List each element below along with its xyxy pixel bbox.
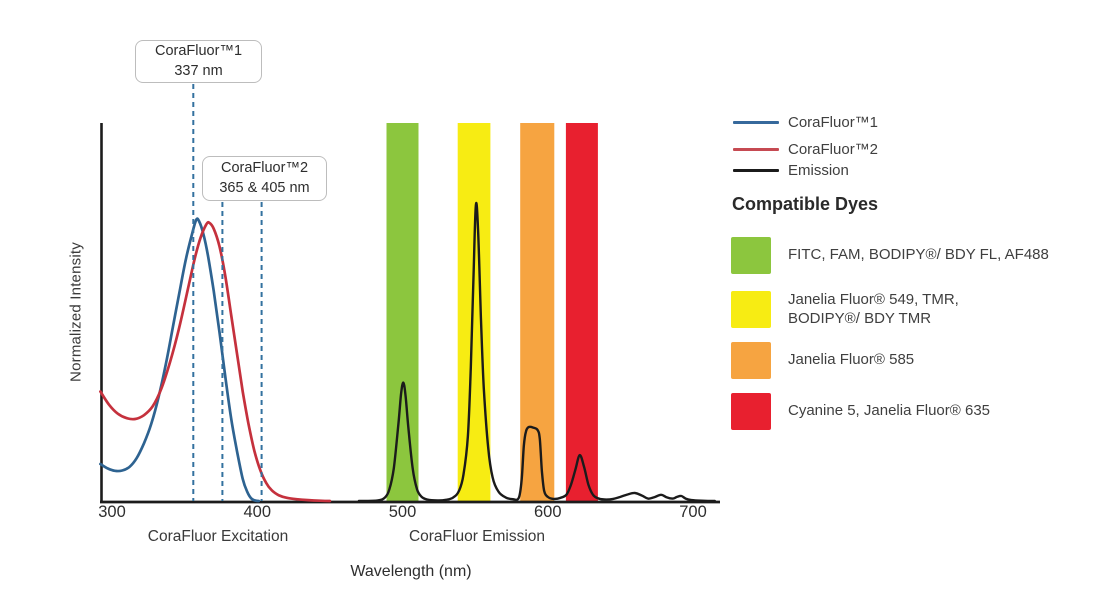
dye-row-yellow: Janelia Fluor® 549, TMR, BODIPY®/ BDY TM… bbox=[731, 291, 959, 328]
x-axis-label: Wavelength (nm) bbox=[350, 563, 472, 580]
dye-swatch-green bbox=[731, 237, 771, 274]
dye-label-line1: Janelia Fluor® 549, TMR, bbox=[788, 291, 959, 309]
legend-line-sample-black bbox=[733, 168, 779, 172]
dye-swatch-yellow bbox=[731, 291, 771, 328]
x-tick-700: 700 bbox=[679, 503, 707, 521]
emission-band-3 bbox=[565, 123, 598, 501]
y-axis-label: Normalized Intensity bbox=[67, 242, 85, 382]
dye-label: Cyanine 5, Janelia Fluor® 635 bbox=[788, 402, 991, 420]
x-tick-400: 400 bbox=[243, 503, 272, 521]
callout-value: 365 & 405 nm bbox=[219, 179, 310, 196]
legend-label: CoraFluor™2 bbox=[788, 140, 879, 158]
legend-line-sample-red bbox=[733, 147, 779, 151]
legend-item-emission: Emission bbox=[733, 161, 849, 179]
callout-value: 337 nm bbox=[174, 62, 223, 79]
callout-corafluor1-337nm: CoraFluor™1 337 nm bbox=[135, 40, 262, 83]
dye-label: Janelia Fluor® 549, TMR, BODIPY®/ BDY TM… bbox=[788, 291, 959, 328]
callout-title: CoraFluor™2 bbox=[220, 160, 309, 177]
callout-corafluor2-365-405nm: CoraFluor™2 365 & 405 nm bbox=[202, 156, 327, 201]
x-tick-600: 600 bbox=[533, 503, 562, 521]
dye-label: Janelia Fluor® 585 bbox=[788, 351, 915, 369]
x-region-label-excitation: CoraFluor Excitation bbox=[147, 528, 289, 545]
legend-label: CoraFluor™1 bbox=[788, 113, 879, 131]
dye-row-green: FITC, FAM, BODIPY®/ BDY FL, AF488 bbox=[731, 237, 1049, 274]
dye-swatch-red bbox=[731, 393, 771, 430]
x-tick-500: 500 bbox=[388, 503, 417, 521]
callout-title: CoraFluor™1 bbox=[154, 43, 243, 60]
legend-label: Emission bbox=[788, 161, 849, 179]
emission-band-2 bbox=[520, 123, 555, 501]
emission-band-1 bbox=[457, 123, 491, 501]
dye-row-orange: Janelia Fluor® 585 bbox=[731, 342, 914, 379]
compatible-dyes-heading: Compatible Dyes bbox=[732, 194, 879, 214]
corafluor1-excitation-curve bbox=[99, 217, 261, 503]
x-region-label-emission: CoraFluor Emission bbox=[408, 528, 546, 545]
dye-label-line2: BODIPY®/ BDY TMR bbox=[788, 309, 932, 327]
legend-item-corafluor1: CoraFluor™1 bbox=[733, 113, 878, 131]
corafluor2-excitation-curve bbox=[99, 220, 332, 503]
dye-label: FITC, FAM, BODIPY®/ BDY FL, AF488 bbox=[788, 246, 1049, 264]
legend-item-corafluor2: CoraFluor™2 bbox=[733, 140, 878, 158]
emission-band-0 bbox=[386, 123, 419, 501]
legend-line-sample-blue bbox=[733, 120, 779, 124]
dye-row-red: Cyanine 5, Janelia Fluor® 635 bbox=[731, 393, 990, 430]
x-tick-300: 300 bbox=[98, 503, 126, 521]
emission-curve bbox=[357, 201, 716, 503]
dye-swatch-orange bbox=[731, 342, 771, 379]
